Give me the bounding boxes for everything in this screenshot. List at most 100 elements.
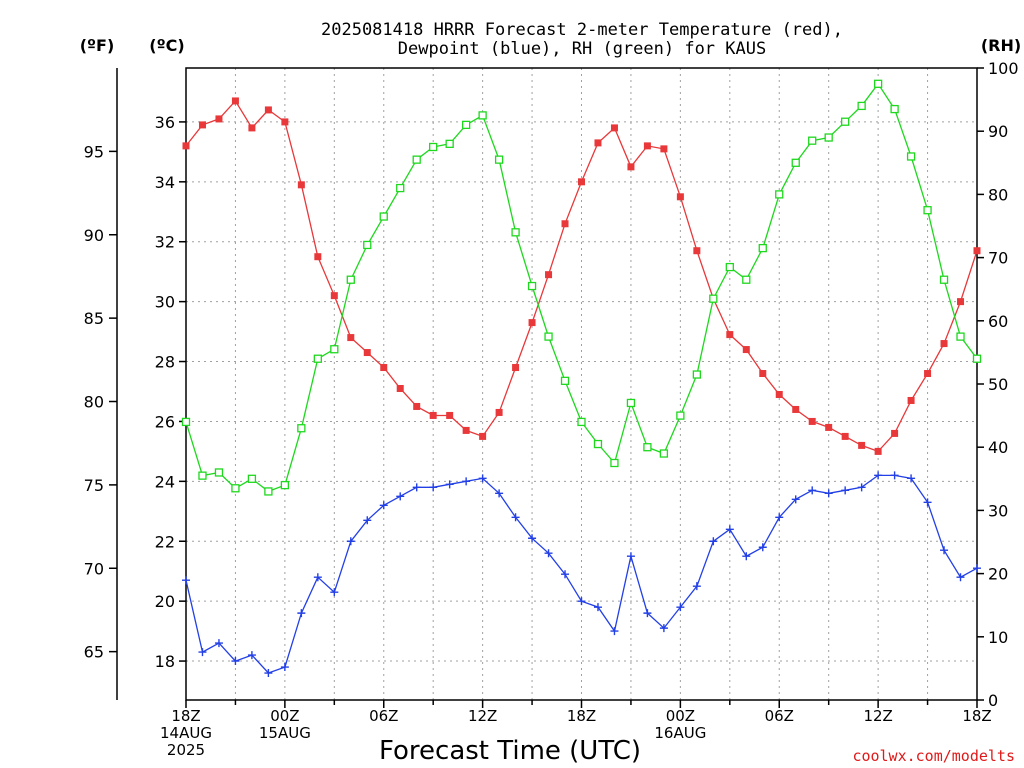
rh-point bbox=[610, 458, 619, 468]
time-tick-label: 2025 bbox=[167, 741, 205, 759]
dewpoint-point bbox=[561, 570, 570, 579]
rh-point bbox=[346, 275, 355, 284]
dewpoint-point bbox=[791, 495, 800, 504]
rh-point bbox=[841, 117, 850, 126]
temperature-point bbox=[495, 408, 503, 416]
dewpoint-point bbox=[593, 603, 602, 612]
celsius-tick-label: 36 bbox=[155, 113, 175, 132]
dewpoint-point bbox=[280, 663, 289, 672]
dewpoint-point bbox=[429, 483, 438, 492]
celsius-tick-label: 24 bbox=[155, 472, 175, 491]
dewpoint-point bbox=[396, 492, 405, 501]
rh-point bbox=[231, 484, 240, 493]
temperature-point bbox=[396, 384, 404, 392]
temperature-point bbox=[825, 423, 833, 431]
dewpoint-point bbox=[412, 483, 421, 492]
fahrenheit-tick-label: 80 bbox=[84, 393, 104, 412]
rh-point bbox=[890, 104, 899, 114]
dewpoint-point bbox=[363, 516, 372, 525]
dewpoint-point bbox=[214, 639, 223, 648]
dewpoint-point bbox=[742, 552, 751, 561]
dewpoint-point bbox=[956, 573, 965, 582]
rh-point bbox=[544, 332, 553, 341]
chart-title-line1: 2025081418 HRRR Forecast 2-meter Tempera… bbox=[321, 20, 843, 40]
temperature-point bbox=[726, 331, 734, 339]
temperature-point bbox=[512, 364, 520, 372]
rh-point bbox=[643, 443, 652, 452]
dewpoint-point bbox=[231, 657, 240, 666]
temperature-point bbox=[973, 247, 981, 255]
rh-point bbox=[956, 332, 965, 341]
rh-point bbox=[824, 133, 833, 142]
fahrenheit-unit-label: (ºF) bbox=[80, 36, 115, 55]
rh-point bbox=[560, 376, 570, 385]
rh-point bbox=[906, 152, 916, 161]
celsius-tick-label: 30 bbox=[155, 293, 175, 312]
credit-link[interactable]: coolwx.com/modelts bbox=[852, 747, 1015, 765]
time-tick-label: 12Z bbox=[468, 707, 497, 725]
dewpoint-point bbox=[577, 597, 586, 606]
rh-point bbox=[791, 158, 800, 167]
dewpoint-point bbox=[758, 543, 767, 552]
dewpoint-point bbox=[379, 501, 388, 510]
rh-series bbox=[181, 79, 982, 496]
fahrenheit-tick-label: 70 bbox=[84, 559, 104, 578]
celsius-tick-label: 20 bbox=[155, 592, 175, 611]
time-tick-label: 18Z bbox=[962, 707, 991, 725]
temperature-point bbox=[347, 334, 355, 342]
rh-tick-label: 30 bbox=[988, 501, 1008, 520]
rh-tick-label: 20 bbox=[988, 565, 1008, 584]
rh-tick-label: 60 bbox=[988, 312, 1008, 331]
dewpoint-point bbox=[775, 513, 784, 522]
rh-point bbox=[775, 190, 784, 199]
temperature-point bbox=[429, 411, 437, 419]
fahrenheit-tick-label: 75 bbox=[84, 476, 104, 495]
dewpoint-point bbox=[973, 564, 981, 573]
rh-point bbox=[577, 417, 586, 427]
rh-point bbox=[527, 281, 537, 291]
dewpoint-point bbox=[841, 486, 850, 495]
rh-tick-label: 70 bbox=[988, 249, 1008, 268]
temperature-point bbox=[297, 181, 305, 189]
temperature-point bbox=[742, 346, 750, 354]
rh-tick-label: 90 bbox=[988, 122, 1008, 141]
rh-point bbox=[247, 474, 257, 483]
rh-point bbox=[379, 212, 388, 221]
series-layer bbox=[181, 79, 982, 678]
temperature-point bbox=[874, 447, 882, 455]
temperature-point bbox=[363, 349, 371, 357]
dewpoint-point bbox=[676, 603, 685, 612]
temperature-point bbox=[610, 124, 618, 132]
dewpoint-point bbox=[808, 486, 817, 495]
temperature-point bbox=[314, 253, 322, 261]
temperature-point bbox=[792, 405, 800, 413]
time-tick-label: 14AUG bbox=[160, 724, 212, 742]
temperature-point bbox=[957, 298, 965, 306]
time-tick-label: 12Z bbox=[863, 707, 892, 725]
rh-point bbox=[313, 354, 322, 363]
rh-tick-label: 10 bbox=[988, 628, 1008, 647]
rh-point bbox=[923, 206, 932, 215]
rh-point bbox=[280, 480, 290, 490]
rh-point bbox=[412, 155, 421, 164]
dewpoint-point bbox=[478, 474, 487, 483]
temperature-point bbox=[561, 220, 569, 228]
celsius-tick-label: 18 bbox=[155, 652, 175, 671]
dewpoint-point bbox=[890, 471, 899, 480]
rh-point bbox=[478, 111, 487, 120]
rh-point bbox=[692, 370, 702, 379]
rh-point bbox=[363, 240, 372, 250]
rh-point bbox=[742, 275, 751, 284]
dewpoint-point bbox=[528, 534, 537, 543]
temperature-point bbox=[264, 106, 272, 114]
celsius-tick-label: 32 bbox=[155, 233, 175, 252]
rh-point bbox=[626, 398, 636, 408]
dewpoint-point bbox=[247, 651, 256, 660]
rh-tick-label: 0 bbox=[988, 691, 998, 710]
fahrenheit-tick-label: 85 bbox=[84, 309, 104, 328]
time-tick-label: 16AUG bbox=[654, 724, 706, 742]
dewpoint-point bbox=[297, 609, 306, 618]
temperature-point bbox=[627, 163, 635, 171]
rh-point bbox=[857, 101, 866, 111]
dewpoint-series bbox=[182, 471, 981, 678]
